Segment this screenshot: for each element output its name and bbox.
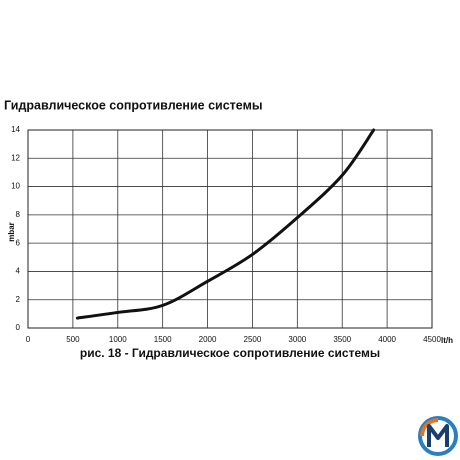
caption: рис. 18 - Гидравлическое сопротивление с… bbox=[80, 346, 380, 360]
y-tick-label: 8 bbox=[16, 210, 21, 219]
data-line bbox=[75, 128, 376, 320]
y-tick-label: 0 bbox=[16, 323, 21, 332]
plot-border bbox=[27, 129, 433, 329]
logo-accent bbox=[420, 418, 439, 437]
x-tick-label: 500 bbox=[66, 335, 80, 344]
y-tick-label: 12 bbox=[11, 153, 20, 162]
x-tick-label: 2500 bbox=[244, 335, 262, 344]
x-tick-label: 0 bbox=[26, 335, 31, 344]
x-tick-label: 3500 bbox=[333, 335, 351, 344]
logo-letter bbox=[427, 424, 449, 447]
x-tick-label: 1000 bbox=[109, 335, 127, 344]
logo bbox=[418, 416, 458, 456]
y-tick-label: 2 bbox=[16, 295, 21, 304]
y-tick-label: 10 bbox=[11, 182, 20, 191]
x-tick-label: 2000 bbox=[199, 335, 217, 344]
x-tick-label: 1500 bbox=[154, 335, 172, 344]
y-tick-label: 6 bbox=[16, 238, 21, 247]
y-tick-label: 4 bbox=[16, 267, 21, 276]
x-tick-label: 4000 bbox=[378, 335, 396, 344]
x-tick-label: 4500 bbox=[423, 335, 441, 344]
x-axis-label: lt/h bbox=[441, 336, 453, 345]
y-axis-label: mbar bbox=[7, 222, 16, 242]
y-tick-label: 14 bbox=[11, 125, 20, 134]
chart-title: Гидравлическое сопротивление системы bbox=[4, 98, 263, 112]
x-tick-label: 3000 bbox=[288, 335, 306, 344]
